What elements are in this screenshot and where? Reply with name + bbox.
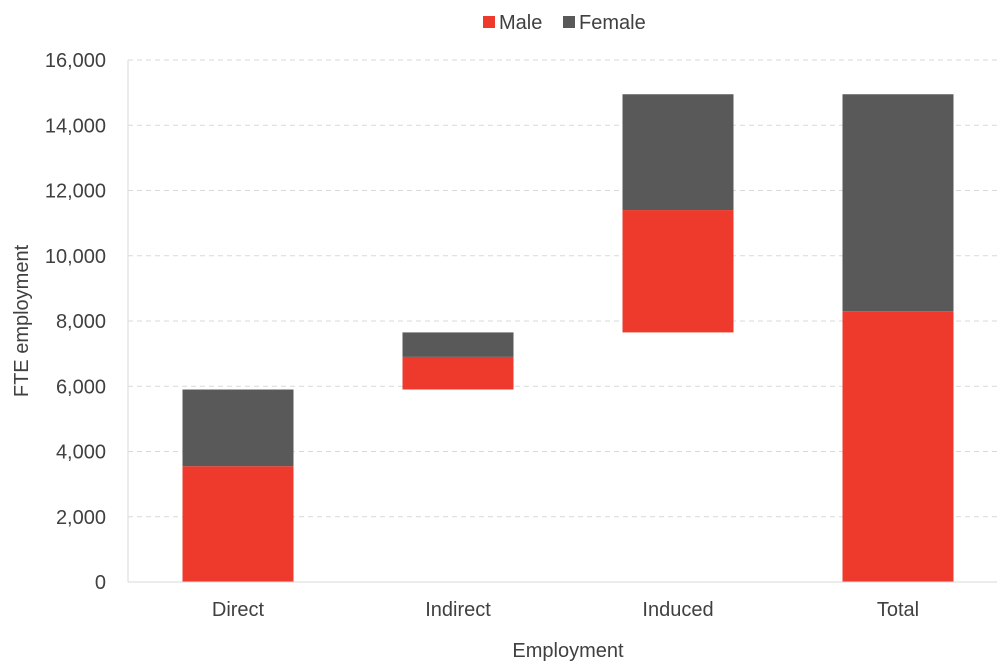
axes: 0 2,000 4,000 6,000 8,000 10,000 12,000 14,000 1… (45, 50, 997, 621)
x-axis-title: Employment (512, 640, 624, 661)
x-tick-label: Direct (212, 599, 265, 621)
y-tick-label: 4,000 (56, 442, 106, 464)
y-tick-label: 2,000 (56, 507, 106, 529)
y-tick-label: 14,000 (45, 115, 106, 137)
bar-male-total (842, 311, 954, 582)
legend-label-female[interactable]: Female (579, 12, 646, 34)
y-tick-label: 10,000 (45, 246, 106, 268)
legend-swatch-male[interactable] (483, 16, 495, 28)
bar-female-indirect (402, 332, 514, 357)
bar-male-indirect (402, 356, 514, 390)
x-tick-label: Induced (642, 599, 713, 621)
x-tick-label: Indirect (425, 599, 491, 621)
y-tick-label: 8,000 (56, 311, 106, 333)
y-tick-label: 6,000 (56, 376, 106, 398)
legend-label-male[interactable]: Male (499, 12, 542, 34)
legend[interactable]: Male Female (483, 12, 646, 34)
y-tick-label: 12,000 (45, 181, 106, 203)
legend-swatch-female[interactable] (563, 16, 575, 28)
y-axis-title: FTE employment (11, 244, 33, 397)
y-tick-label: 16,000 (45, 50, 106, 72)
bar-female-total (842, 94, 954, 312)
bars (182, 94, 954, 582)
bar-male-induced (622, 210, 734, 333)
x-tick-label: Total (877, 599, 919, 621)
y-tick-label: 0 (95, 572, 106, 594)
bar-male-direct (182, 466, 294, 582)
bar-female-direct (182, 389, 294, 467)
bar-female-induced (622, 94, 734, 211)
